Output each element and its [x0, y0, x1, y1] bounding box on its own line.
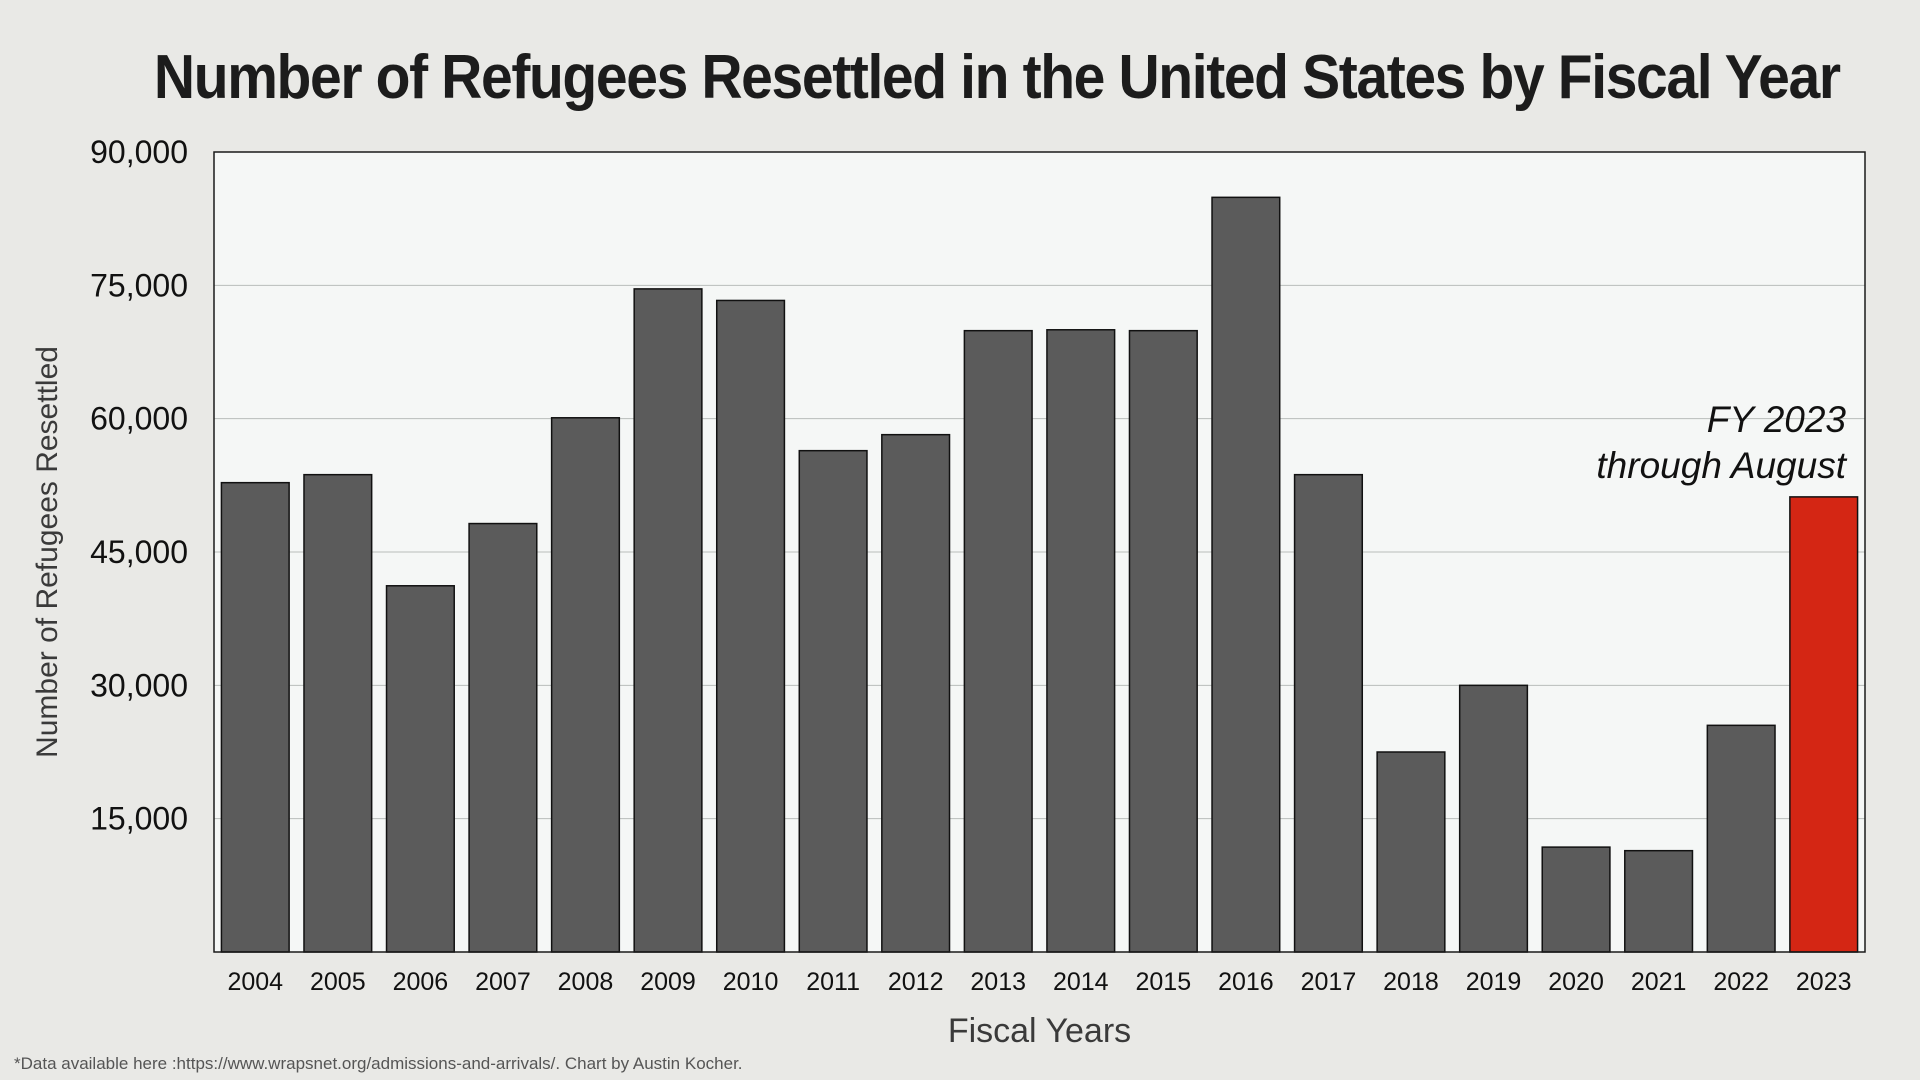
- x-tick-label: 2016: [1218, 968, 1274, 996]
- x-tick-label: 2007: [475, 968, 531, 996]
- x-axis-label: Fiscal Years: [948, 1012, 1131, 1050]
- bar-2018: [1376, 751, 1446, 953]
- x-tick-label: 2020: [1548, 968, 1604, 996]
- chart-title: Number of Refugees Resettled in the Unit…: [153, 43, 1841, 112]
- plot-border: [213, 151, 1866, 953]
- x-tick-label: 2004: [227, 968, 283, 996]
- y-tick-label: 60,000: [90, 401, 188, 437]
- bar-2016: [1211, 196, 1281, 953]
- annotation-line-1: FY 2023: [1707, 399, 1847, 440]
- bar-2012: [881, 433, 951, 953]
- y-tick-label: 30,000: [90, 667, 188, 703]
- y-tick-label: 90,000: [90, 134, 188, 170]
- bar-2014: [1046, 329, 1116, 953]
- y-axis-label: Number of Refugees Resettled: [31, 346, 64, 758]
- x-tick-label: 2008: [558, 968, 614, 996]
- x-tick-label: 2017: [1301, 968, 1357, 996]
- x-tick-label: 2009: [640, 968, 696, 996]
- y-tick-label: 45,000: [90, 534, 188, 570]
- bar-2022: [1706, 724, 1776, 953]
- bar-2004: [220, 481, 290, 953]
- x-tick-label: 2019: [1466, 968, 1522, 996]
- bar-2010: [715, 299, 786, 953]
- bar-2015: [1128, 329, 1198, 953]
- bar-2013: [963, 329, 1033, 953]
- x-tick-label: 2015: [1136, 968, 1192, 996]
- bar-2008: [550, 417, 621, 953]
- bar-2011: [798, 449, 868, 953]
- x-tick-label: 2023: [1796, 968, 1852, 996]
- bar-2009: [633, 288, 703, 953]
- x-tick-label: 2010: [723, 968, 779, 996]
- x-tick-label: 2014: [1053, 968, 1109, 996]
- bar-2023: [1789, 496, 1859, 953]
- y-tick-label: 75,000: [90, 267, 188, 303]
- bar-2020: [1541, 846, 1611, 953]
- bar-2006: [385, 585, 455, 953]
- y-tick-label: 15,000: [90, 801, 188, 837]
- x-tick-label: 2006: [393, 968, 449, 996]
- x-tick-label: 2012: [888, 968, 944, 996]
- bars: [220, 196, 1859, 953]
- x-axis-ticks: 2004 2005 2006 2007 2008 2009 2010 2011 2012 2013…: [227, 968, 1851, 996]
- bar-2005: [303, 473, 373, 953]
- bar-2017: [1293, 473, 1364, 953]
- bar-2019: [1458, 684, 1529, 953]
- x-tick-label: 2018: [1383, 968, 1439, 996]
- footnote: *Data available here :https://www.wrapsn…: [14, 1054, 743, 1073]
- x-tick-label: 2005: [310, 968, 366, 996]
- x-tick-label: 2021: [1631, 968, 1687, 996]
- annotation-line-2: through August: [1596, 445, 1847, 486]
- y-axis-ticks: 15,000 30,000 45,000 60,000 75,000 90,000: [90, 134, 188, 837]
- x-tick-label: 2013: [970, 968, 1026, 996]
- bar-2007: [468, 522, 538, 953]
- bar-2021: [1624, 849, 1694, 953]
- x-tick-label: 2011: [806, 968, 860, 996]
- x-tick-label: 2022: [1713, 968, 1769, 996]
